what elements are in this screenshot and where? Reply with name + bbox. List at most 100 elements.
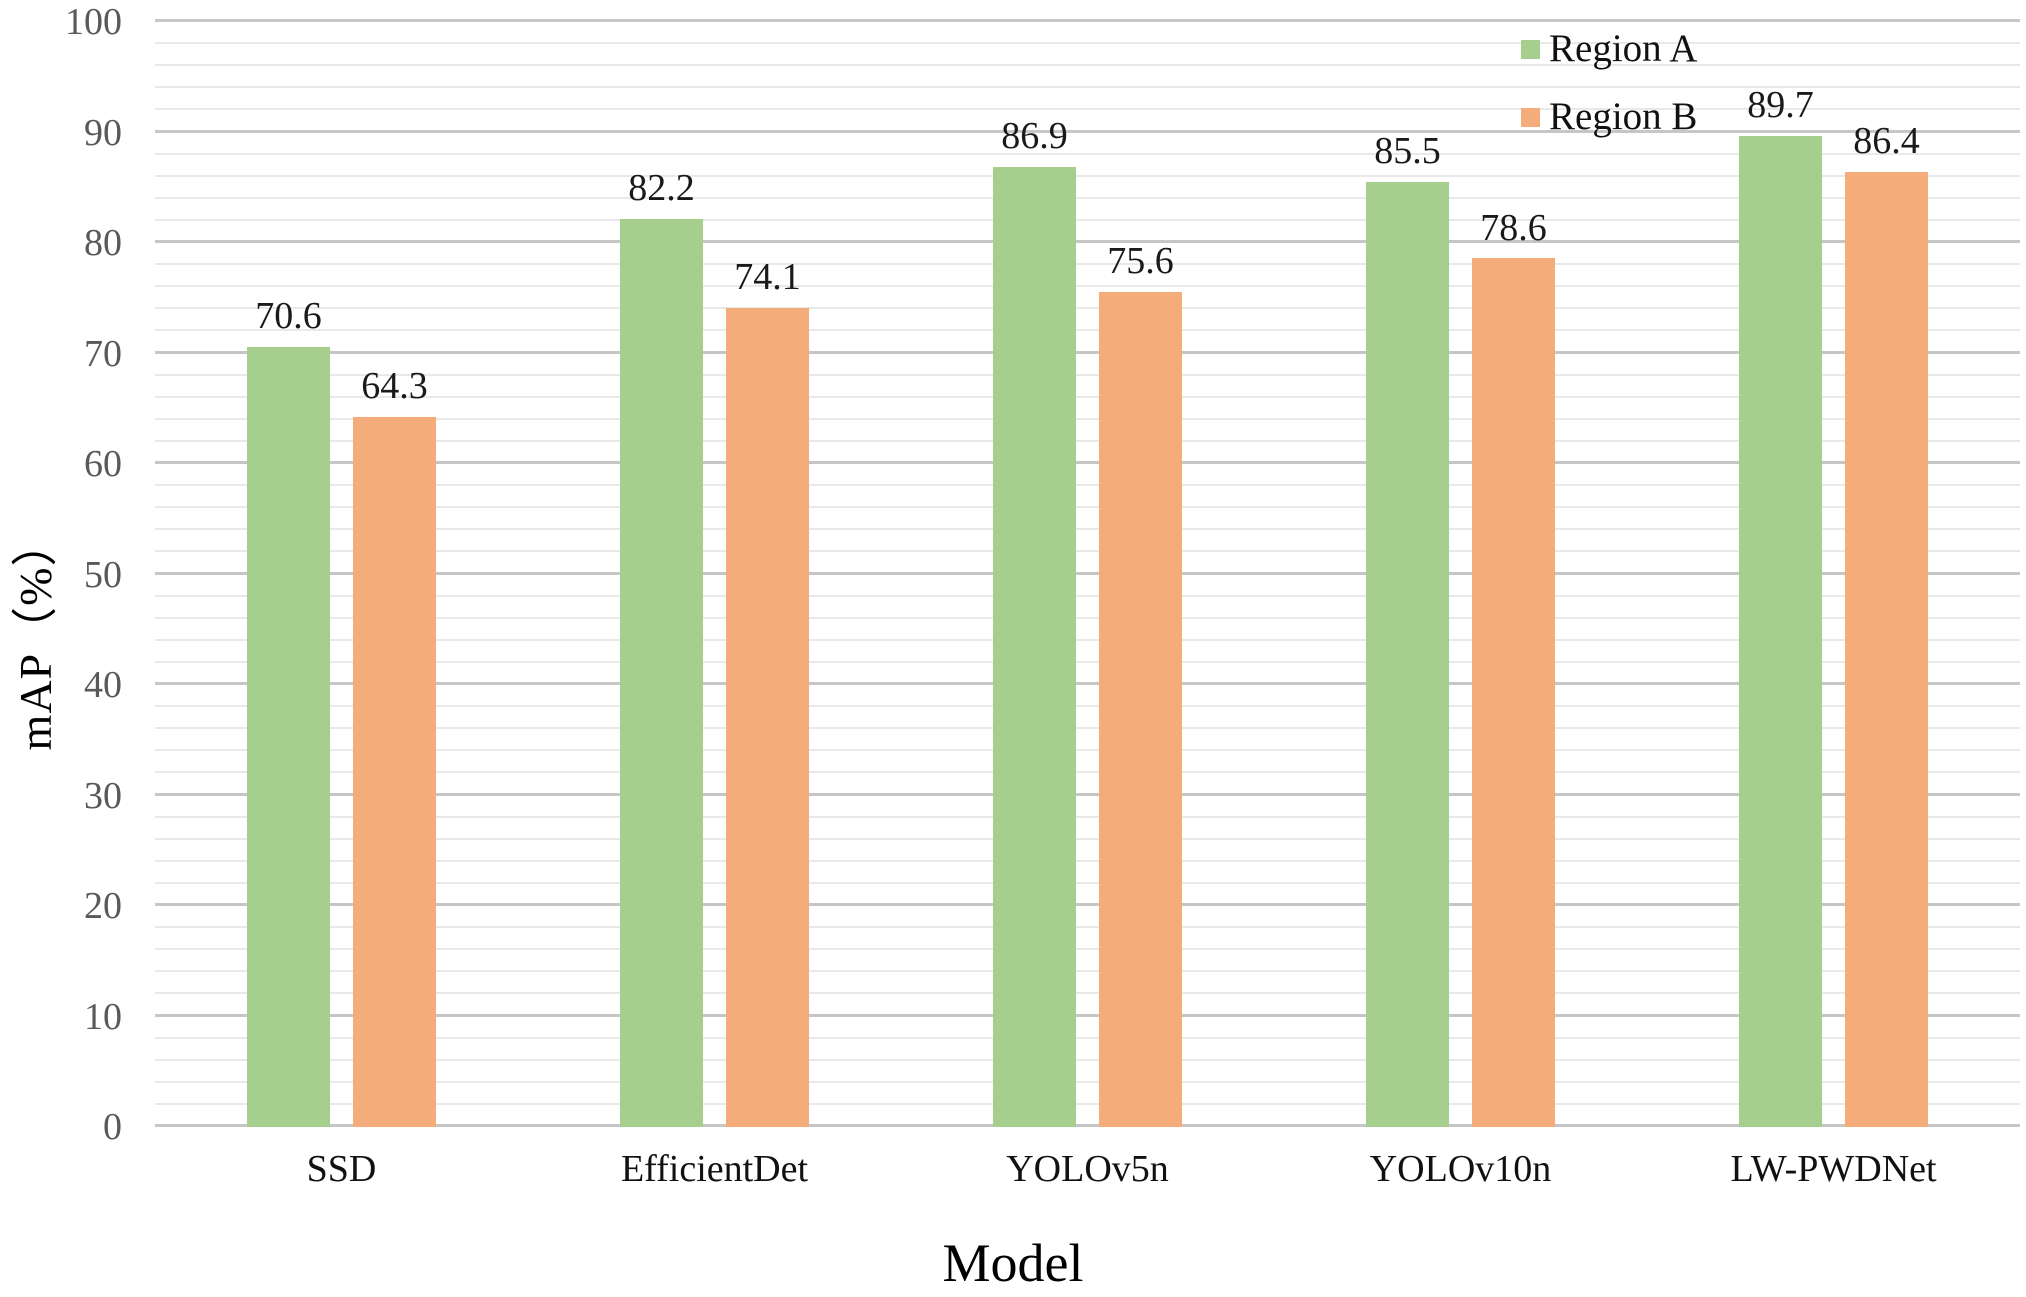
bar-group-ssd: 70.6 64.3 — [155, 22, 528, 1127]
gridline-minor — [155, 196, 2020, 199]
gridline-minor — [155, 727, 2020, 730]
bar-region-a: 89.7 — [1739, 85, 1822, 1127]
bar-value-label: 82.2 — [628, 166, 695, 209]
plot-area: 70.6 64.3 82.2 74.1 86.9 75.6 85.5 78.6 89.7 86.4 — [155, 19, 2020, 1127]
bar-value-label: 78.6 — [1480, 206, 1547, 249]
x-category-label: EfficientDet — [620, 1148, 809, 1190]
bar-region-b: 78.6 — [1472, 208, 1555, 1127]
gridline-minor — [155, 1080, 2020, 1083]
bar-value-label: 64.3 — [361, 364, 428, 407]
bar-region-a: 85.5 — [1366, 131, 1449, 1127]
y-tick-label: 30 — [84, 774, 122, 817]
gridline-minor — [155, 1102, 2020, 1105]
gridline-minor — [155, 837, 2020, 840]
gridline-minor — [155, 992, 2020, 995]
bar-region-b: 75.6 — [1099, 241, 1182, 1127]
gridline-minor — [155, 42, 2020, 45]
gridline-minor — [155, 64, 2020, 67]
gridline-minor — [155, 970, 2020, 973]
gridline-minor — [155, 881, 2020, 884]
gridline-minor — [155, 506, 2020, 509]
bar-region-b: 74.1 — [726, 257, 809, 1127]
gridline-minor — [155, 948, 2020, 951]
gridline-minor — [155, 439, 2020, 442]
gridline-major — [155, 240, 2020, 243]
gridline-minor — [155, 152, 2020, 155]
region-b-swatch-icon — [1521, 107, 1540, 127]
y-tick-label: 40 — [84, 664, 122, 706]
y-tick-label: 20 — [84, 885, 122, 927]
gridline-major — [155, 461, 2020, 464]
legend-label-region-a: Region A — [1549, 27, 1698, 70]
x-category-label: SSD — [306, 1148, 377, 1190]
y-tick-label: 60 — [84, 443, 122, 485]
gridline-major — [155, 19, 2020, 22]
region-a-swatch-icon — [1521, 39, 1540, 59]
gridline-minor — [155, 638, 2020, 641]
gridline-minor — [155, 484, 2020, 487]
gridline-major — [155, 903, 2020, 906]
gridline-major — [155, 350, 2020, 354]
gridline-minor — [155, 660, 2020, 663]
gridline-minor — [155, 550, 2020, 553]
bar-group-yolov5n: 86.9 75.6 — [901, 22, 1274, 1127]
bar-value-label: 74.1 — [734, 256, 801, 299]
bar-value-label: 70.6 — [255, 294, 322, 337]
gridline-minor — [155, 749, 2020, 752]
gridline-major — [155, 1124, 2020, 1127]
gridline-major — [155, 792, 2020, 796]
gridline-minor — [155, 815, 2020, 818]
gridline-minor — [155, 705, 2020, 708]
x-axis-title: Model — [942, 1233, 1084, 1293]
gridline-minor — [155, 307, 2020, 310]
x-category-label: YOLOv5n — [1006, 1148, 1169, 1190]
y-tick-label: 50 — [84, 553, 122, 596]
gridline-major — [155, 571, 2020, 575]
x-category-label: YOLOv10n — [1369, 1148, 1552, 1190]
y-tick-label: 90 — [84, 111, 122, 154]
gridline-major — [155, 1013, 2020, 1017]
bar-group-efficientdet: 82.2 74.1 — [528, 22, 901, 1127]
bar-region-a: 70.6 — [247, 296, 330, 1127]
gridline-minor — [155, 1036, 2020, 1039]
x-category-label: LW-PWDNet — [1730, 1148, 1937, 1190]
gridline-minor — [155, 174, 2020, 177]
gridline-minor — [155, 329, 2020, 332]
gridline-minor — [155, 926, 2020, 929]
gridline-minor — [155, 771, 2020, 774]
gridline-minor — [155, 528, 2020, 531]
y-tick-label: 0 — [103, 1106, 122, 1148]
gridline-major — [155, 682, 2020, 685]
y-tick-label: 100 — [65, 1, 122, 43]
gridline-minor — [155, 373, 2020, 376]
y-tick-label: 10 — [84, 995, 122, 1038]
y-tick-label: 80 — [84, 222, 122, 264]
bar-value-label: 86.4 — [1853, 120, 1920, 163]
legend-item-region-a: Region A — [1521, 27, 1697, 71]
bar-region-a: 82.2 — [620, 168, 703, 1127]
bar-group-lw-pwdnet: 89.7 86.4 — [1647, 22, 2020, 1127]
gridline-minor — [155, 417, 2020, 420]
legend-item-region-b: Region B — [1521, 95, 1697, 139]
gridline-minor — [155, 285, 2020, 288]
bar-group-yolov10n: 85.5 78.6 — [1274, 22, 1647, 1127]
legend: Region A Region B — [1521, 27, 1697, 139]
gridline-minor — [155, 616, 2020, 619]
gridline-major — [155, 129, 2020, 133]
gridline-minor — [155, 395, 2020, 398]
gridline-minor — [155, 263, 2020, 266]
gridline-minor — [155, 594, 2020, 597]
bar-region-b: 86.4 — [1845, 121, 1928, 1127]
bar-region-a: 86.9 — [993, 116, 1076, 1127]
gridline-minor — [155, 86, 2020, 89]
bar-value-label: 75.6 — [1107, 239, 1174, 282]
y-tick-label: 70 — [84, 332, 122, 375]
bar-region-b: 64.3 — [353, 366, 436, 1127]
bar-value-label: 89.7 — [1747, 83, 1814, 126]
legend-label-region-b: Region B — [1549, 95, 1698, 138]
gridline-minor — [155, 108, 2020, 111]
bar-value-label: 85.5 — [1374, 130, 1441, 173]
gridline-minor — [155, 1058, 2020, 1061]
gridline-minor — [155, 218, 2020, 221]
